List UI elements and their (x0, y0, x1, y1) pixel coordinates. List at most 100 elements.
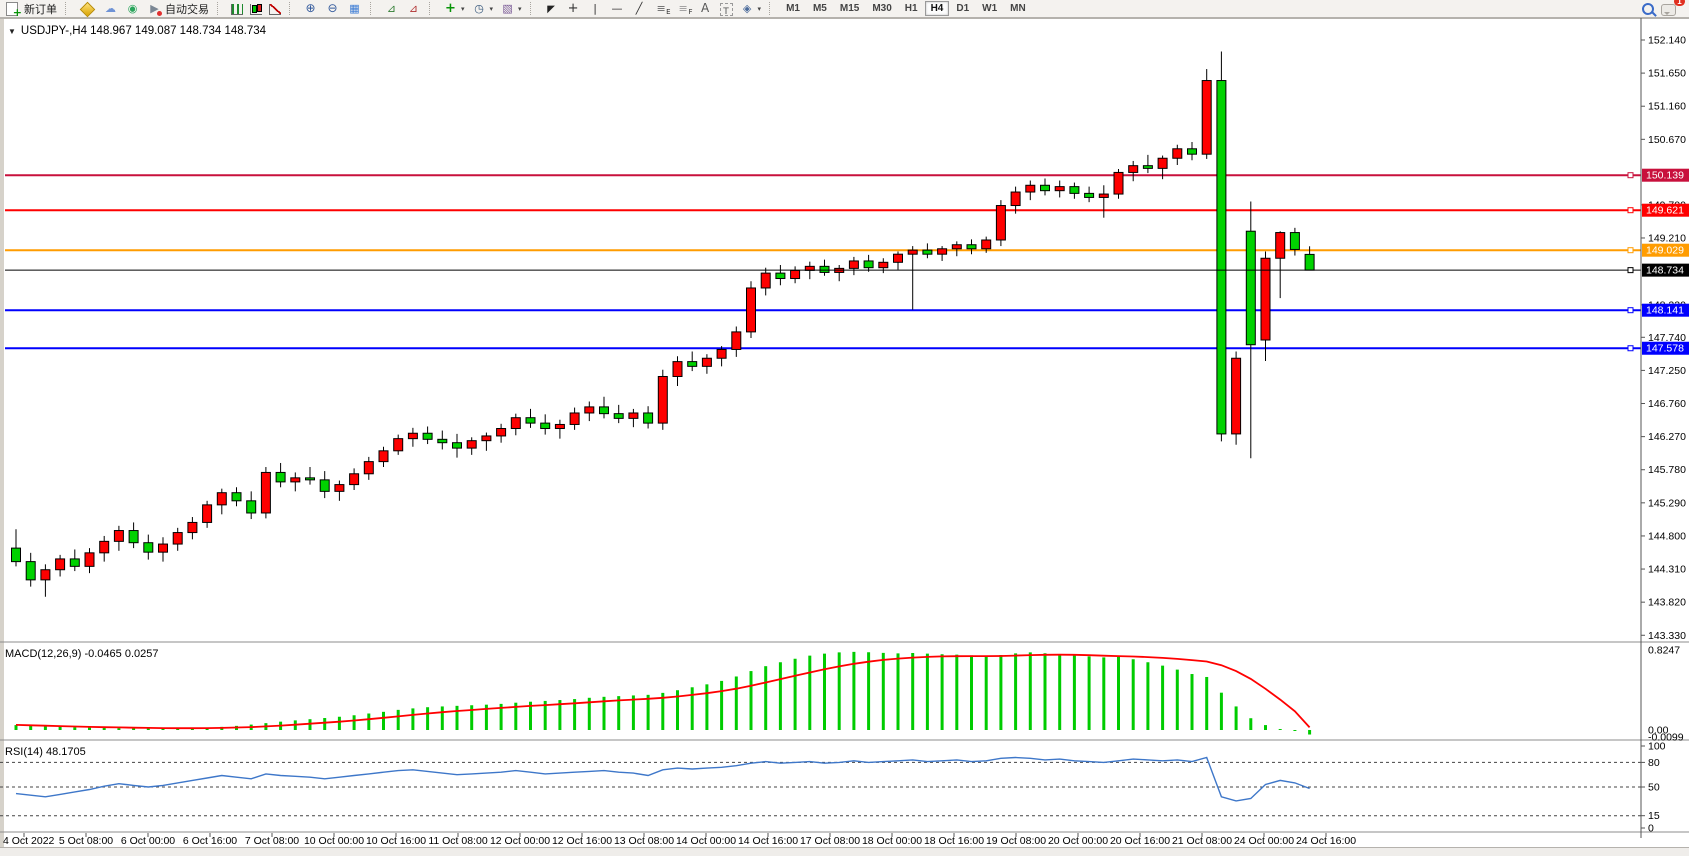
bar-chart-mode-button[interactable] (228, 1, 246, 17)
candle-body (1231, 357, 1242, 435)
candle-body (496, 428, 507, 437)
timeframe-m1-button[interactable]: M1 (780, 1, 806, 16)
search-button[interactable] (1639, 1, 1657, 17)
timeframe-m15-button[interactable]: M15 (834, 1, 865, 16)
time-tick-label: 24 Oct 16:00 (1296, 835, 1356, 847)
price-tick-label: 144.800 (1648, 530, 1686, 542)
candle-body (790, 269, 801, 280)
line-handle[interactable] (1627, 247, 1634, 254)
auto-trading-button[interactable]: 自动交易 (144, 1, 212, 17)
time-tick-label: 19 Oct 08:00 (986, 835, 1046, 847)
price-tick-label: 152.140 (1648, 35, 1686, 47)
arrows-button[interactable]: ▾ (737, 1, 765, 17)
line-handle[interactable] (1627, 345, 1634, 352)
new-order-button[interactable]: 新订单 (2, 1, 60, 19)
zoom-out-button[interactable] (322, 1, 343, 17)
candle-body (687, 361, 698, 367)
candle-body (775, 272, 786, 280)
horizontal-line-button[interactable] (607, 1, 628, 17)
macd-axis-label: 0.8247 (1648, 645, 1680, 657)
candle-body (158, 543, 168, 553)
candle-body (452, 442, 462, 449)
notifications-button[interactable]: 1 (1658, 0, 1685, 17)
arrows-icon (740, 2, 755, 16)
publish-chart-button[interactable] (100, 1, 121, 17)
line-handle[interactable] (1627, 207, 1634, 214)
candle-body (1187, 148, 1197, 155)
candle-body (760, 272, 771, 289)
candle-body (731, 331, 742, 350)
time-tick-label: 20 Oct 16:00 (1110, 835, 1170, 847)
candle-body (1216, 80, 1227, 435)
timeframe-m30-button[interactable]: M30 (866, 1, 897, 16)
time-tick-label: 18 Oct 00:00 (862, 835, 922, 847)
candle-body (231, 492, 242, 502)
line-handle[interactable] (1627, 307, 1634, 314)
candle-body (1260, 257, 1271, 341)
fibonacci-retracement-button[interactable] (651, 1, 672, 19)
candle-body (554, 423, 565, 430)
time-tick-label: 21 Oct 08:00 (1172, 835, 1232, 847)
time-tick-label: 18 Oct 16:00 (924, 835, 984, 847)
publish-chart-icon (103, 2, 118, 16)
timeframe-h4-button[interactable]: H4 (924, 1, 950, 16)
time-tick-label: 12 Oct 16:00 (552, 835, 612, 847)
candle-body (290, 477, 301, 483)
templates-button[interactable]: ▾ (497, 1, 525, 17)
tile-windows-icon (347, 2, 362, 16)
candle-body (40, 569, 51, 581)
add-indicator-button[interactable]: ▾ (440, 1, 468, 17)
chart-title: USDJPY-,H4 148.967 149.087 148.734 148.7… (20, 25, 267, 37)
candle-body (393, 438, 404, 452)
line-handle[interactable] (1627, 267, 1634, 274)
price-chart[interactable]: 152.140151.650151.160150.670149.700149.2… (0, 18, 1689, 847)
text-button[interactable] (695, 1, 716, 17)
signals-button[interactable] (122, 1, 143, 17)
line-handle[interactable] (1627, 172, 1634, 179)
time-tick-label: 6 Oct 00:00 (121, 835, 175, 847)
time-tick-label: 14 Oct 16:00 (738, 835, 798, 847)
cursor-button[interactable] (541, 1, 562, 17)
symbol-dropdown-icon[interactable]: ▼ (8, 26, 16, 36)
time-tick-label: 4 Oct 2022 (3, 835, 55, 847)
chart-shift-icon (406, 2, 421, 16)
candlestick-mode-button[interactable] (247, 1, 265, 17)
timeframe-mn-button[interactable]: MN (1004, 1, 1032, 16)
zoom-in-button[interactable] (300, 1, 321, 17)
search-icon (1642, 3, 1654, 15)
notification-badge: 1 (1674, 0, 1685, 6)
candle-body (672, 361, 683, 377)
signals-icon (125, 2, 140, 16)
candle-body (922, 249, 933, 255)
time-tick-label: 12 Oct 00:00 (490, 835, 550, 847)
price-badge (1642, 341, 1689, 355)
tile-windows-button[interactable] (344, 1, 365, 17)
periods-button[interactable]: ▾ (469, 1, 497, 17)
macd-axis-label: 0.00 (1648, 725, 1669, 737)
time-axis[interactable]: 4 Oct 2022 5 Oct 08:00 6 Oct 00:00 6 Oct 16… (3, 833, 1356, 847)
candle-body (113, 530, 124, 542)
chart-shift-button[interactable] (403, 1, 424, 17)
trendline-button[interactable] (629, 1, 650, 17)
rsi-pane (0, 756, 1641, 817)
text-label-button[interactable] (717, 1, 736, 17)
vertical-line-button[interactable] (585, 1, 606, 17)
candle-body (1040, 184, 1050, 192)
timeframe-w1-button[interactable]: W1 (976, 1, 1003, 16)
macd-axis-label: -0.0099 (1648, 732, 1684, 744)
horizontal-price-lines[interactable] (5, 174, 1641, 350)
time-tick-label: 7 Oct 08:00 (245, 835, 299, 847)
price-tick-label: 149.210 (1648, 232, 1686, 244)
timeframe-d1-button[interactable]: D1 (950, 1, 975, 16)
time-tick-label: 5 Oct 08:00 (59, 835, 113, 847)
crosshair-button[interactable] (563, 1, 584, 17)
line-chart-mode-button[interactable] (266, 1, 284, 17)
market-button[interactable] (76, 1, 99, 18)
timeframe-m5-button[interactable]: M5 (807, 1, 833, 16)
indicator-window-button[interactable] (381, 1, 402, 17)
chevron-down-icon: ▾ (461, 5, 465, 13)
timeframe-h1-button[interactable]: H1 (899, 1, 924, 16)
line-chart-mode-icon (269, 4, 281, 15)
fibonacci-fan-button[interactable] (673, 1, 694, 19)
